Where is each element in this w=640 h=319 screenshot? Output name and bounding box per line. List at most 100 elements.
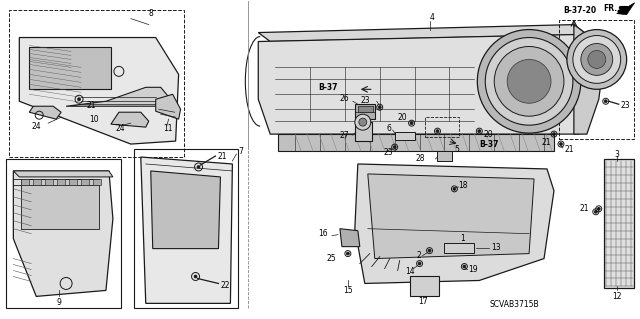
Circle shape: [418, 262, 421, 265]
Text: 4: 4: [429, 13, 435, 22]
Circle shape: [453, 187, 456, 190]
Polygon shape: [604, 159, 634, 288]
Text: 13: 13: [492, 243, 501, 252]
Text: 21: 21: [86, 101, 95, 110]
Circle shape: [567, 30, 627, 89]
Bar: [69, 179, 77, 185]
Polygon shape: [141, 157, 232, 303]
Text: B-37: B-37: [319, 83, 338, 92]
Bar: [559, 19, 634, 139]
Bar: [6, 159, 121, 308]
Polygon shape: [340, 229, 360, 247]
Circle shape: [581, 43, 612, 75]
Text: 20: 20: [483, 130, 493, 139]
Circle shape: [346, 252, 349, 255]
Circle shape: [197, 166, 200, 168]
Bar: [10, 10, 184, 157]
Text: 15: 15: [343, 286, 353, 295]
Text: 5: 5: [454, 145, 460, 153]
Circle shape: [494, 47, 564, 116]
Circle shape: [355, 114, 371, 130]
Polygon shape: [19, 38, 179, 144]
Text: 21: 21: [579, 204, 589, 213]
Bar: [424, 117, 460, 137]
Text: 24: 24: [31, 122, 41, 131]
Bar: [134, 149, 238, 308]
Circle shape: [463, 265, 466, 268]
Bar: [57, 179, 65, 185]
Text: 21: 21: [218, 152, 227, 160]
Circle shape: [604, 100, 607, 103]
Circle shape: [410, 122, 413, 125]
Text: 19: 19: [468, 265, 478, 274]
Circle shape: [552, 133, 556, 136]
Text: 17: 17: [418, 297, 428, 306]
Polygon shape: [358, 106, 372, 112]
Polygon shape: [278, 134, 554, 151]
Text: 20: 20: [398, 113, 408, 122]
Text: SCVAB3715B: SCVAB3715B: [489, 300, 539, 309]
Polygon shape: [617, 3, 635, 15]
Text: 9: 9: [57, 298, 61, 307]
Circle shape: [194, 275, 197, 278]
Text: 28: 28: [415, 153, 424, 162]
Polygon shape: [156, 94, 180, 119]
Bar: [395, 132, 415, 140]
Text: 1: 1: [460, 234, 465, 243]
Polygon shape: [355, 164, 554, 284]
Polygon shape: [66, 87, 171, 106]
Polygon shape: [21, 179, 99, 229]
Circle shape: [595, 210, 597, 213]
Text: 18: 18: [458, 182, 468, 190]
Circle shape: [597, 207, 600, 210]
Polygon shape: [13, 171, 113, 296]
Polygon shape: [259, 34, 587, 134]
Text: 23: 23: [360, 96, 370, 105]
Polygon shape: [29, 106, 61, 119]
Bar: [444, 243, 474, 253]
Text: 24: 24: [116, 124, 125, 133]
Circle shape: [428, 249, 431, 252]
Text: 23: 23: [384, 147, 394, 157]
Polygon shape: [259, 25, 587, 41]
Polygon shape: [29, 48, 111, 89]
Text: 12: 12: [612, 292, 621, 301]
Polygon shape: [355, 104, 375, 119]
Text: 21: 21: [541, 137, 550, 146]
Bar: [410, 277, 440, 296]
Text: 27: 27: [340, 130, 349, 140]
Text: 8: 8: [148, 9, 154, 18]
Text: 11: 11: [164, 124, 173, 133]
Text: B-37-20: B-37-20: [563, 6, 596, 15]
Bar: [21, 179, 29, 185]
Text: 14: 14: [405, 267, 415, 276]
Text: 26: 26: [340, 94, 349, 103]
Polygon shape: [368, 174, 534, 259]
Text: 10: 10: [89, 115, 99, 124]
Circle shape: [359, 118, 367, 126]
Circle shape: [559, 143, 563, 145]
Text: 22: 22: [220, 281, 230, 290]
Circle shape: [485, 38, 573, 125]
Bar: [438, 151, 452, 161]
Circle shape: [393, 145, 396, 149]
Text: 3: 3: [614, 150, 619, 159]
Polygon shape: [13, 171, 113, 177]
Text: 16: 16: [318, 229, 328, 238]
Text: 2: 2: [417, 251, 422, 260]
Polygon shape: [574, 25, 604, 134]
Text: FR.: FR.: [603, 4, 617, 13]
Text: 7: 7: [238, 146, 243, 156]
Text: 23: 23: [621, 101, 630, 110]
Text: 25: 25: [326, 254, 336, 263]
Text: 21: 21: [565, 145, 575, 153]
Text: 6: 6: [387, 124, 392, 133]
Circle shape: [478, 130, 481, 133]
Circle shape: [77, 98, 81, 101]
Text: B-37: B-37: [479, 140, 499, 149]
Circle shape: [573, 35, 621, 83]
Circle shape: [477, 30, 581, 133]
Bar: [93, 179, 101, 185]
Circle shape: [588, 50, 605, 68]
Circle shape: [507, 59, 551, 103]
